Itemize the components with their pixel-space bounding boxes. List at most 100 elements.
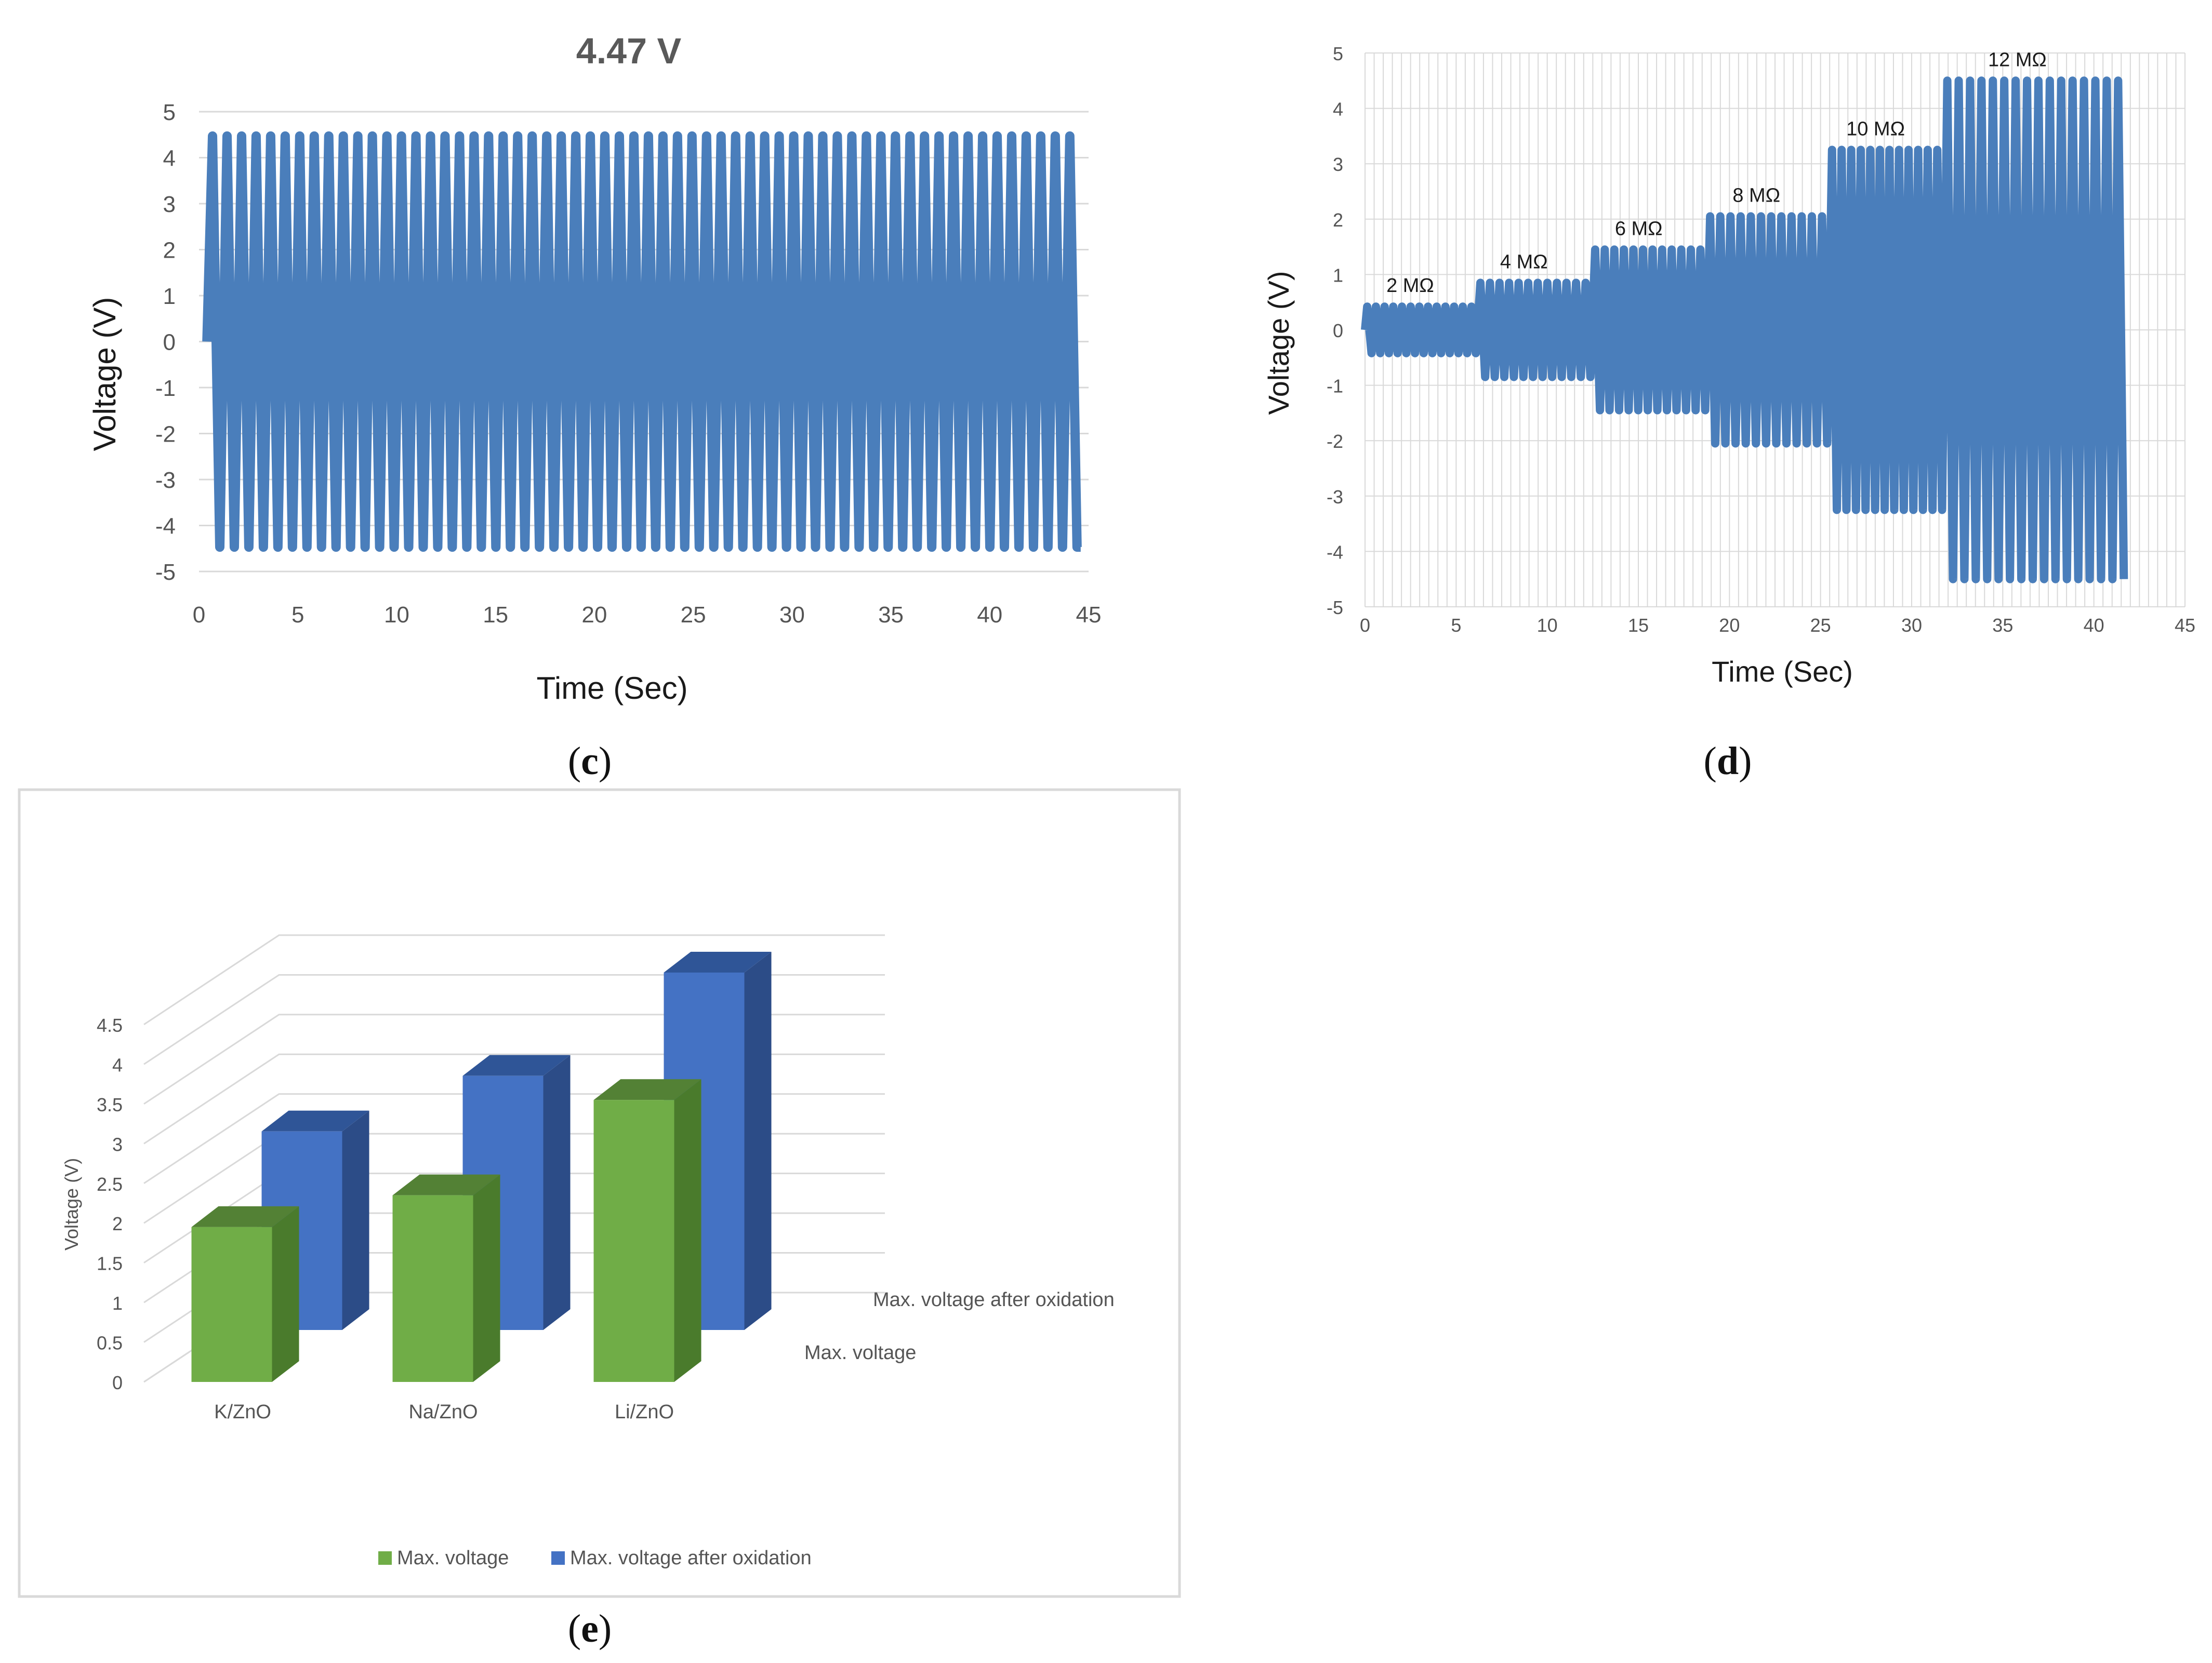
panel-e-y-tick: 2 [112,1213,123,1234]
panel-d-resistance-annotations: 2 MΩ 4 MΩ 6 MΩ 8 MΩ 10 MΩ 12 MΩ [1386,49,2047,297]
panel-c-x-tick: 20 [581,602,607,628]
panel-e-depth-label-after-oxidation: Max. voltage after oxidation [873,1289,1115,1311]
panel-c-x-tick: 35 [878,602,904,628]
panel-d-y-axis-title: Voltage (V) [1262,271,1295,415]
panel-d-x-tick: 40 [2084,615,2104,636]
panel-c-y-tick: 2 [163,238,176,263]
panel-c-x-tick: 10 [384,602,409,628]
legend-item-max-voltage-after-oxidation: Max. voltage after oxidation [551,1547,812,1569]
bar-max-voltage-k-top [191,1206,299,1227]
panel-e-chart: 0 0.5 1 1.5 2 2.5 3 3.5 4 4.5 K/ZnO Na/ZnO Li/ZnO M… [18,788,1181,1651]
panel-d-x-tick: 15 [1628,615,1649,636]
panel-e-label: (e) [568,1607,612,1651]
legend-item-max-voltage: Max. voltage [378,1547,509,1569]
panel-c-x-tick: 5 [292,602,304,628]
panel-d-annotation: 8 MΩ [1732,184,1780,206]
panel-d-y-tick: 4 [1333,99,1343,120]
panel-c-y-tick: 4 [163,146,176,171]
panel-e-gridline [143,934,885,1026]
panel-d-y-tick-labels: 5 4 3 2 1 0 -1 -2 -3 -4 -5 [1327,43,1343,618]
panel-c-y-tick: -3 [155,468,176,493]
panel-d-x-tick: 35 [1992,615,2013,636]
bar-max-voltage-na-side [473,1174,500,1382]
panel-e-category-label: K/ZnO [214,1401,271,1423]
panel-d-x-tick: 45 [2175,615,2195,636]
panel-c-y-tick: 1 [163,284,176,309]
panel-d-x-tick: 20 [1719,615,1740,636]
panel-e-y-tick: 3.5 [97,1094,123,1115]
bar-after-oxidation-k-side [342,1110,369,1330]
panel-c-voltage-series [202,131,1082,552]
bar-max-voltage-li-side [674,1079,701,1382]
panel-c-y-tick: -4 [155,514,176,539]
panel-d-voltage-series [1361,76,2128,583]
bar-max-voltage-li-front [593,1100,674,1382]
panel-e-legend: Max. voltage Max. voltage after oxidatio… [378,1547,812,1569]
panel-e-y-tick: 3 [112,1134,123,1155]
panel-e-y-axis-title: Voltage (V) [61,1158,82,1250]
legend-label-max-voltage: Max. voltage [397,1547,509,1569]
legend-swatch-blue [551,1551,565,1565]
panel-c-y-tick: 3 [163,192,176,217]
bar-max-voltage-li-top [593,1079,701,1100]
panel-d-y-tick: 2 [1333,209,1343,231]
panel-e-y-tick: 0.5 [97,1333,123,1354]
panel-e-y-tick: 1 [112,1293,123,1314]
panel-c-y-tick: 5 [163,100,176,125]
panel-d-annotation: 4 MΩ [1500,251,1548,273]
bar-after-oxidation-li-side [744,952,772,1330]
panel-c-x-axis-title: Time (Sec) [536,671,687,706]
panel-e-y-tick: 1.5 [97,1253,123,1274]
panel-e-y-tick: 0 [112,1372,123,1393]
panel-d-y-tick: -3 [1327,486,1343,508]
panel-c-y-tick: -5 [155,560,176,585]
bar-max-voltage-k [191,1206,299,1382]
panel-c-y-tick-labels: 5 4 3 2 1 0 -1 -2 -3 -4 -5 [155,100,176,585]
bar-after-oxidation-li-top [664,952,772,973]
panel-c-y-axis-title: Voltage (V) [87,297,122,451]
panel-e-category-label: Li/ZnO [615,1401,674,1423]
panel-d-annotation: 6 MΩ [1615,218,1663,240]
panel-e-category-label: Na/ZnO [408,1401,478,1423]
panel-e-bars [191,952,772,1382]
panel-c-x-tick: 40 [977,602,1002,628]
panel-c-x-tick: 15 [483,602,508,628]
bar-max-voltage-k-front [191,1227,272,1382]
panel-d-x-tick: 10 [1537,615,1558,636]
bar-after-oxidation-k-top [261,1110,369,1132]
panel-d-x-tick: 0 [1360,615,1370,636]
panel-d-x-tick: 25 [1810,615,1831,636]
bar-max-voltage-na-front [392,1195,473,1382]
panel-d-y-tick: -1 [1327,376,1343,397]
panel-e-category-labels: K/ZnO Na/ZnO Li/ZnO [214,1401,674,1423]
legend-label-max-voltage-after-oxidation: Max. voltage after oxidation [570,1547,812,1569]
panel-d-y-tick: 0 [1333,320,1343,341]
bar-max-voltage-k-side [272,1206,299,1382]
bar-max-voltage-na [392,1174,500,1382]
panel-c-x-tick: 25 [681,602,706,628]
panel-d-x-tick: 5 [1451,615,1461,636]
bar-max-voltage-li [593,1079,701,1382]
panel-d-annotation: 12 MΩ [1988,49,2047,71]
panel-d-y-tick: -2 [1327,431,1343,452]
bar-after-oxidation-na-top [462,1055,571,1076]
panel-c-x-tick-labels: 0 5 10 15 20 25 30 35 40 45 [193,602,1102,628]
panel-c-x-tick: 45 [1076,602,1102,628]
bar-after-oxidation-na-side [543,1055,571,1330]
panel-d-label: (d) [1704,739,1752,783]
panel-c-title: 4.47 V [576,31,682,71]
panel-c-x-tick: 0 [193,602,205,628]
legend-swatch-green [378,1551,392,1565]
bar-max-voltage-na-top [392,1174,500,1195]
panel-d-y-tick: 1 [1333,264,1343,286]
panel-c-x-tick: 30 [779,602,805,628]
panel-d-x-tick-labels: 0 5 10 15 20 25 30 35 40 45 [1360,615,2195,636]
panel-e-y-tick-labels: 0 0.5 1 1.5 2 2.5 3 3.5 4 4.5 [97,1015,123,1393]
panel-d-y-tick: -4 [1327,541,1343,563]
panel-d-annotation: 2 MΩ [1386,275,1434,297]
panel-c-y-tick: -2 [155,422,176,447]
panel-c-y-tick: -1 [155,376,176,401]
panel-d-y-tick: 3 [1333,154,1343,175]
